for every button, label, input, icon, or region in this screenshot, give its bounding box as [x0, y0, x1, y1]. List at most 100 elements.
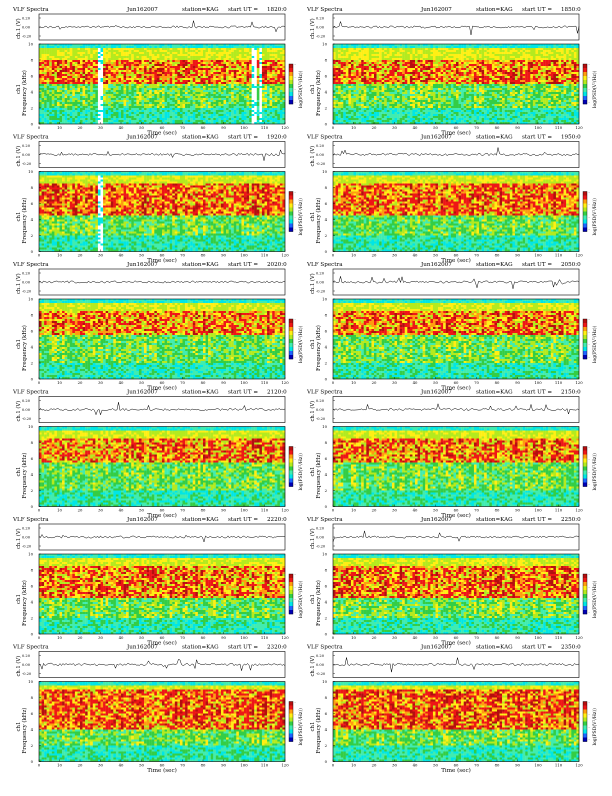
psd-cell	[126, 74, 129, 76]
psd-cell	[121, 48, 124, 50]
psd-cell	[257, 72, 260, 74]
psd-cell	[338, 62, 341, 64]
psd-cell	[157, 94, 160, 96]
psd-cell	[113, 86, 116, 88]
psd-cell	[95, 58, 98, 60]
psd-cell	[80, 84, 83, 86]
psd-cell	[236, 118, 239, 120]
psd-cell	[351, 44, 354, 46]
psd-cell	[113, 110, 116, 112]
psd-cell	[188, 86, 191, 88]
psd-cell	[90, 106, 93, 108]
psd-cell	[62, 58, 65, 60]
psd-cell	[70, 110, 73, 112]
psd-cell	[62, 114, 65, 116]
psd-cell	[159, 44, 162, 46]
psd-cell	[139, 108, 142, 110]
psd-cell	[77, 84, 80, 86]
psd-cell	[343, 46, 346, 48]
psd-cell	[175, 110, 178, 112]
psd-cell	[106, 72, 109, 74]
psd-cell	[70, 74, 73, 76]
psd-cell	[254, 110, 257, 112]
psd-cell	[216, 74, 219, 76]
psd-cell	[85, 54, 88, 56]
psd-cell	[338, 64, 341, 66]
psd-cell	[252, 68, 255, 70]
psd-cell	[180, 78, 183, 80]
psd-cell	[162, 118, 165, 120]
psd-cell	[101, 104, 104, 106]
psd-cell	[252, 104, 255, 106]
psd-cell	[60, 46, 63, 48]
psd-cell	[374, 46, 377, 48]
psd-cell	[39, 114, 42, 116]
psd-cell	[142, 86, 145, 88]
psd-cell	[379, 52, 382, 54]
psd-cell	[72, 74, 75, 76]
psd-cell	[93, 62, 96, 64]
psd-cell	[275, 64, 278, 66]
psd-cell	[67, 50, 70, 52]
psd-cell	[249, 72, 252, 74]
psd-cell	[382, 84, 385, 86]
psd-cell	[165, 68, 168, 70]
psd-cell	[90, 60, 93, 62]
psd-cell	[377, 108, 380, 110]
psd-cell	[70, 66, 73, 68]
psd-cell	[124, 120, 127, 122]
psd-cell	[131, 102, 134, 104]
psd-cell	[162, 96, 165, 98]
psd-cell	[144, 84, 147, 86]
psd-cell	[144, 46, 147, 48]
psd-cell	[206, 108, 209, 110]
psd-cell	[195, 60, 198, 62]
psd-cell	[172, 50, 175, 52]
psd-cell	[346, 52, 349, 54]
psd-cell	[208, 48, 211, 50]
psd-cell	[124, 86, 127, 88]
psd-cell	[213, 80, 216, 82]
psd-cell	[371, 80, 374, 82]
psd-cell	[336, 88, 339, 90]
psd-cell	[190, 62, 193, 64]
psd-cell	[226, 74, 229, 76]
psd-cell	[90, 100, 93, 102]
psd-cell	[364, 50, 367, 52]
psd-cell	[75, 108, 78, 110]
psd-cell	[190, 66, 193, 68]
psd-cell	[341, 88, 344, 90]
psd-cell	[336, 108, 339, 110]
psd-cell	[77, 80, 80, 82]
psd-cell	[42, 52, 45, 54]
psd-cell	[374, 106, 377, 108]
psd-cell	[147, 90, 150, 92]
psd-cell	[382, 108, 385, 110]
psd-cell	[374, 76, 377, 78]
psd-cell	[244, 104, 247, 106]
psd-cell	[52, 120, 55, 122]
psd-cell	[267, 62, 270, 64]
psd-cell	[226, 82, 229, 84]
ch-tick-label: -0.20	[22, 35, 32, 39]
psd-cell	[265, 60, 268, 62]
psd-cell	[400, 82, 403, 84]
psd-cell	[384, 98, 387, 100]
psd-cell	[157, 114, 160, 116]
psd-cell	[336, 58, 339, 60]
psd-cell	[85, 96, 88, 98]
psd-cell	[54, 110, 57, 112]
psd-cell	[338, 66, 341, 68]
psd-cell	[400, 44, 403, 46]
psd-cell	[67, 76, 70, 78]
psd-cell	[247, 58, 250, 60]
psd-cell	[108, 52, 111, 54]
psd-cell	[54, 60, 57, 62]
psd-cell	[80, 60, 83, 62]
psd-cell	[333, 56, 336, 58]
psd-cell	[165, 108, 168, 110]
psd-cell	[397, 88, 400, 90]
psd-cell	[371, 92, 374, 94]
psd-cell	[165, 106, 168, 108]
psd-cell	[93, 56, 96, 58]
